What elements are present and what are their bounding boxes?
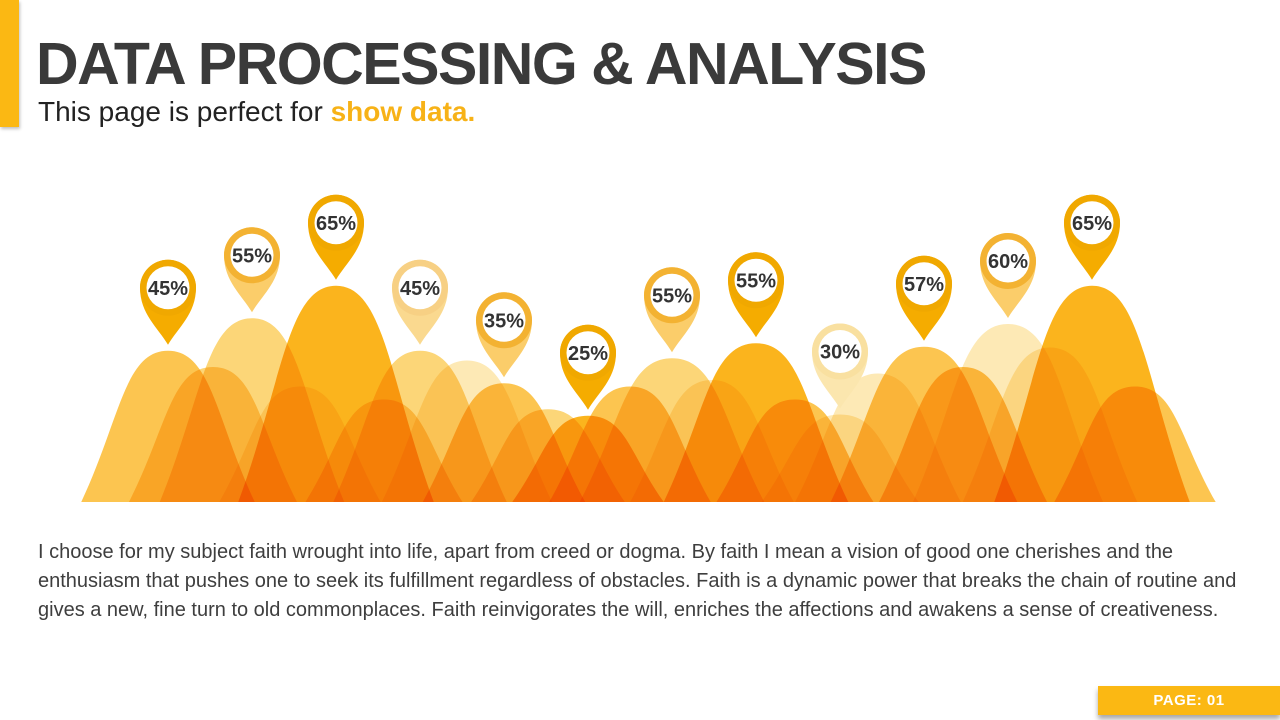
- chart-pin: 30%: [812, 323, 868, 409]
- pin-inner-circle: [566, 331, 610, 375]
- chart-area: 45% 55% 65% 45% 35% 25% 55% 55% 30% 57% 60% 65%: [0, 145, 1280, 505]
- pin-inner-circle: [1070, 201, 1114, 245]
- chart-pin: 55%: [224, 227, 280, 313]
- pin-inner-circle: [818, 330, 862, 373]
- pin-inner-circle: [986, 239, 1030, 283]
- pin-label: 45%: [400, 278, 440, 300]
- subtitle-text: This page is perfect for: [38, 96, 331, 127]
- chart-pin: 65%: [1064, 194, 1120, 280]
- chart-pin: 35%: [476, 292, 532, 378]
- pin-label: 65%: [1072, 213, 1112, 235]
- page-number-badge: PAGE: 01: [1098, 686, 1280, 715]
- chart-pin: 57%: [896, 255, 952, 341]
- pin-inner-circle: [314, 201, 358, 245]
- pin-inner-circle: [734, 258, 778, 302]
- pin-inner-circle: [482, 298, 526, 342]
- pin-label: 30%: [820, 342, 860, 364]
- body-paragraph: I choose for my subject faith wrought in…: [38, 541, 1237, 621]
- chart-pin: 25%: [560, 324, 616, 410]
- chart-pin: 45%: [140, 259, 196, 345]
- chart-pin: 55%: [644, 267, 700, 353]
- subtitle-highlight: show data.: [330, 96, 476, 127]
- hills-chart: 45% 55% 65% 45% 35% 25% 55% 55% 30% 57% 60% 65%: [81, 194, 1216, 502]
- accent-bar: [0, 0, 19, 127]
- pin-label: 55%: [736, 270, 776, 292]
- pin-label: 55%: [232, 245, 272, 267]
- chart-pin: 45%: [392, 259, 448, 345]
- page-subtitle: This page is perfect for show data.: [38, 96, 475, 128]
- page-number-label: PAGE: 01: [1153, 692, 1225, 709]
- chart-pin: 65%: [308, 194, 364, 280]
- pin-label: 65%: [316, 213, 356, 235]
- pin-label: 45%: [148, 278, 188, 300]
- pin-inner-circle: [398, 266, 442, 310]
- chart-pin: 60%: [980, 233, 1036, 318]
- pin-label: 57%: [904, 274, 944, 296]
- pin-label: 60%: [988, 251, 1028, 273]
- page-title: DATA PROCESSING & ANALYSIS: [36, 31, 927, 97]
- pin-inner-circle: [650, 273, 694, 317]
- pin-inner-circle: [146, 266, 190, 310]
- pin-inner-circle: [230, 233, 274, 277]
- pin-label: 55%: [652, 285, 692, 307]
- pin-label: 25%: [568, 343, 608, 365]
- hill-shape: [994, 285, 1190, 502]
- pin-label: 35%: [484, 310, 524, 332]
- chart-pin: 55%: [728, 252, 784, 338]
- pin-inner-circle: [902, 262, 946, 306]
